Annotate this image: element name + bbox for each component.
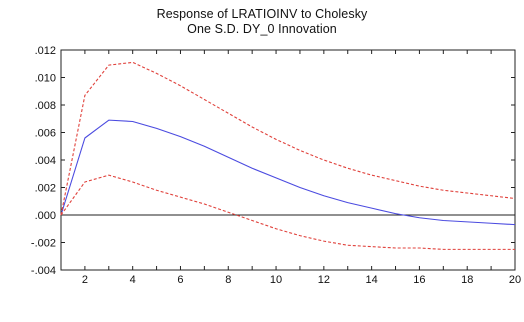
x-tick-label: 8 [225, 274, 231, 286]
x-tick-label: 14 [366, 274, 378, 286]
y-tick-label: .008 [35, 100, 56, 112]
x-tick-label: 6 [177, 274, 183, 286]
y-tick-label: -.004 [31, 265, 56, 277]
chart-title: Response of LRATIOINV to Cholesky [156, 7, 368, 21]
y-tick-label: .012 [35, 45, 56, 57]
lower-band-line [60, 174, 515, 250]
chart-subtitle: One S.D. DY_0 Innovation [187, 22, 337, 36]
plot-frame [60, 49, 516, 271]
x-tick-label: 4 [130, 274, 136, 286]
response-line [60, 119, 516, 226]
y-tick-label: .010 [35, 73, 56, 85]
x-tick-label: 2 [82, 274, 88, 286]
y-tick-label: -.002 [31, 238, 56, 250]
y-tick-label: .002 [35, 183, 56, 195]
y-tick-label: .006 [35, 128, 56, 140]
x-tick-label: 12 [318, 274, 330, 286]
x-tick-label: 10 [270, 274, 282, 286]
x-tick-label: 18 [461, 274, 473, 286]
upper-band-line [60, 61, 516, 216]
x-tick-label: 16 [413, 274, 425, 286]
x-tick-label: 20 [509, 274, 521, 286]
y-tick-label: .004 [35, 155, 56, 167]
y-tick-label: .000 [35, 210, 56, 222]
